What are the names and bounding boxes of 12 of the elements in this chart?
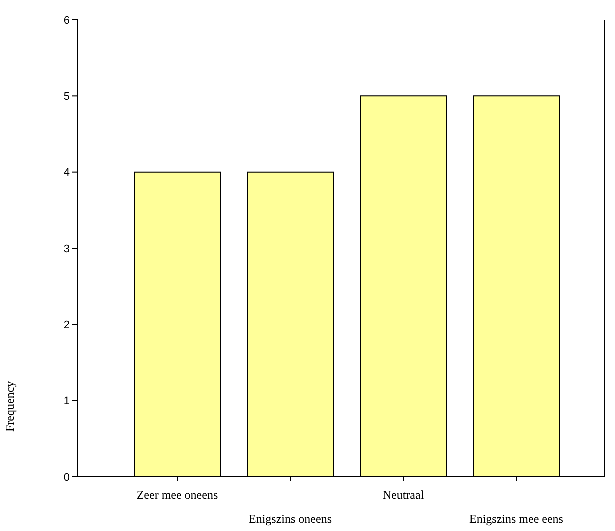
y-tick-label: 6 — [64, 14, 70, 27]
x-tick-label: Zeer mee oneens — [136, 488, 218, 502]
x-tick-label: Neutraal — [382, 488, 425, 502]
y-tick-label: 4 — [64, 167, 70, 180]
y-tick-label: 3 — [64, 243, 70, 256]
x-tick-label: Enigszins mee eens — [470, 512, 564, 526]
y-tick-label: 1 — [64, 396, 70, 408]
y-tick-label: 5 — [64, 91, 70, 104]
x-tick-label: Enigszins oneens — [249, 512, 332, 526]
y-axis-title: Frequency — [3, 381, 17, 432]
y-tick-label: 2 — [64, 320, 70, 332]
y-tick-label: 0 — [64, 472, 70, 484]
